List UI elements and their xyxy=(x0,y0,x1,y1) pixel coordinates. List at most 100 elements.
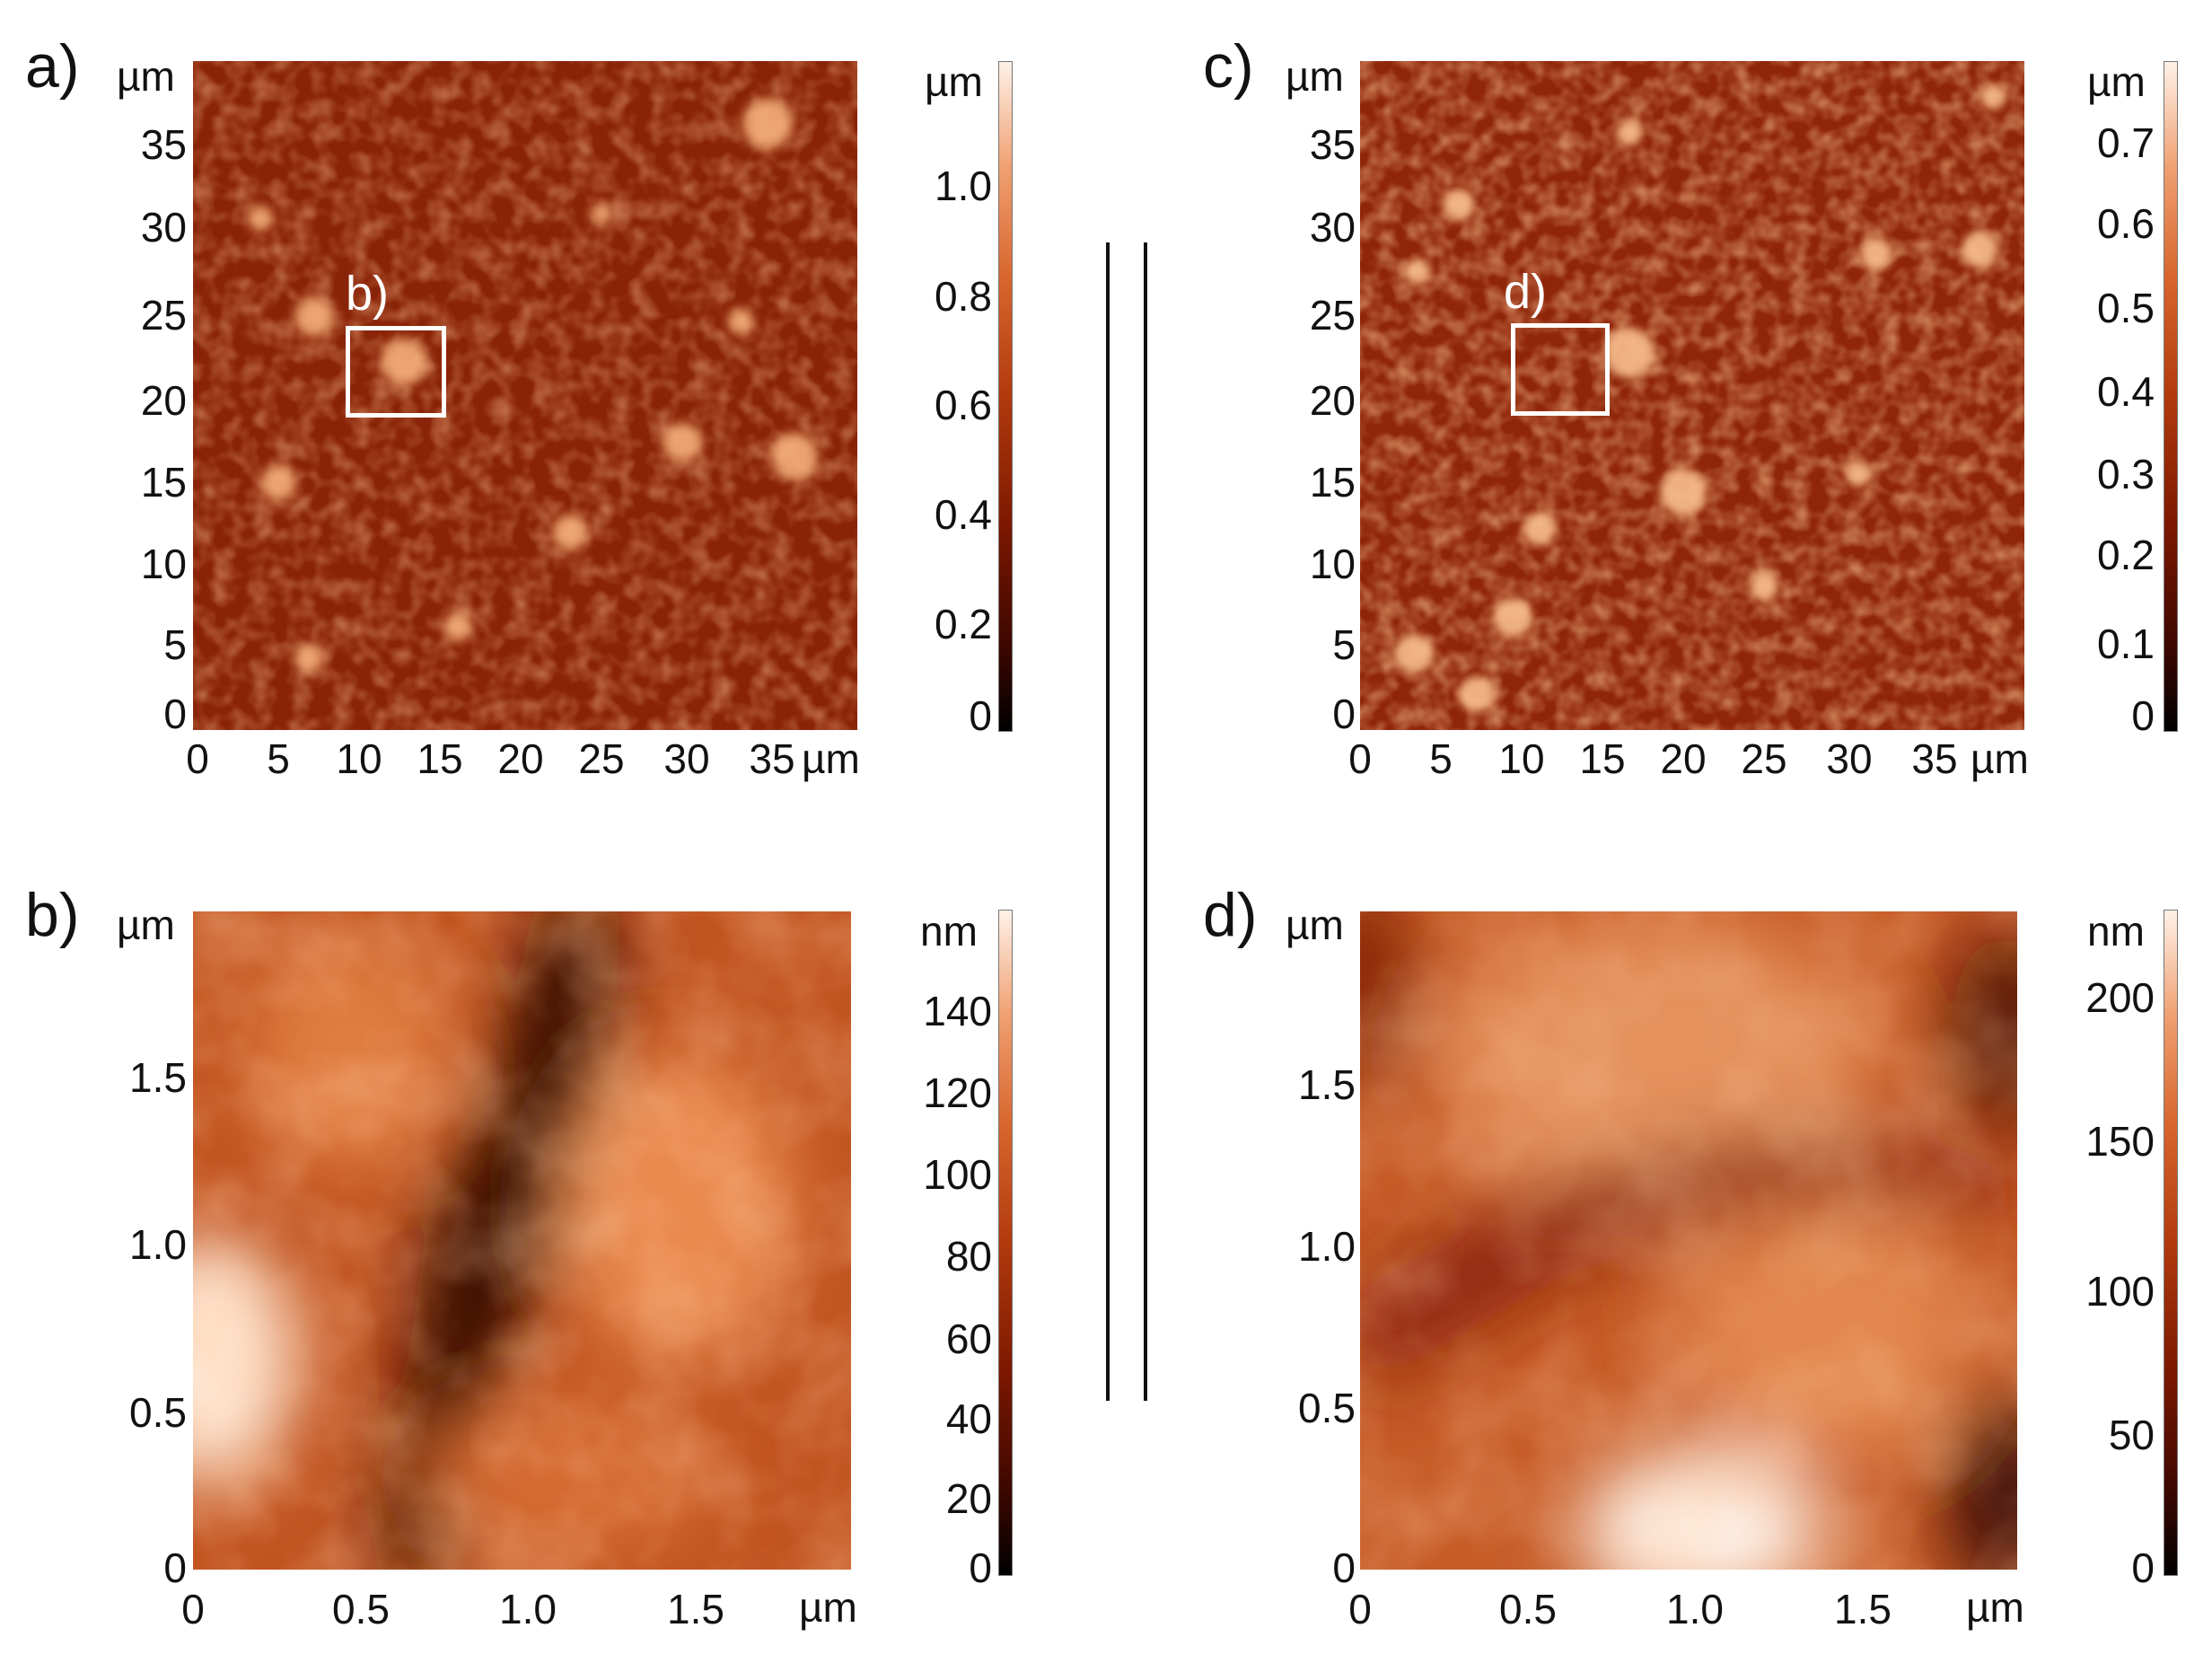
panel-c-x-unit: µm xyxy=(1971,735,2029,782)
colorbar-tick-label: 0 xyxy=(969,1544,992,1591)
colorbar-tick-label: 0.6 xyxy=(2097,200,2155,247)
afm-image-b xyxy=(193,911,851,1570)
y-tick-label: 30 xyxy=(1309,204,1356,251)
colorbar-c xyxy=(2164,61,2178,732)
colorbar-b xyxy=(998,910,1013,1576)
colorbar-tick-label: 0.6 xyxy=(935,382,992,428)
x-tick-label: 30 xyxy=(663,735,710,782)
colorbar-tick-label: 0.8 xyxy=(935,273,992,320)
x-tick-label: 1.5 xyxy=(1834,1586,1892,1632)
y-tick-label: 1.5 xyxy=(129,1054,187,1101)
panel-b-x-unit: µm xyxy=(799,1584,857,1631)
colorbar-tick-label: 0.2 xyxy=(2097,532,2155,578)
roi-label-d: d) xyxy=(1504,265,1548,319)
x-tick-label: 30 xyxy=(1826,735,1873,782)
x-tick-label: 5 xyxy=(267,735,290,782)
colorbar-tick-label: 20 xyxy=(945,1475,992,1522)
colorbar-tick-label: 0.1 xyxy=(2097,620,2155,667)
panel-b-y-unit: µm xyxy=(117,902,175,948)
y-tick-label: 1.0 xyxy=(1298,1223,1356,1270)
colorbar-tick-label: 120 xyxy=(923,1069,992,1116)
y-tick-label: 20 xyxy=(140,377,187,424)
x-tick-label: 0 xyxy=(1348,735,1372,782)
afm-image-c xyxy=(1360,61,2024,730)
y-tick-label: 35 xyxy=(1309,121,1356,168)
colorbar-tick-label: 60 xyxy=(945,1315,992,1362)
y-tick-label: 20 xyxy=(1309,377,1356,424)
x-tick-label: 0 xyxy=(1348,1586,1372,1632)
colorbar-tick-label: 0.4 xyxy=(935,491,992,538)
y-tick-label: 10 xyxy=(140,541,187,587)
panel-a-x-unit: µm xyxy=(802,735,860,782)
colorbar-d xyxy=(2164,910,2178,1576)
y-tick-label: 15 xyxy=(1309,459,1356,506)
colorbar-a-unit: µm xyxy=(925,58,983,105)
x-tick-label: 20 xyxy=(497,735,544,782)
y-tick-label: 15 xyxy=(140,459,187,506)
y-tick-label: 0 xyxy=(1332,691,1356,737)
panel-a-y-unit: µm xyxy=(117,53,175,100)
colorbar-tick-label: 0.2 xyxy=(935,601,992,647)
x-tick-label: 1.0 xyxy=(1666,1586,1724,1632)
y-tick-label: 30 xyxy=(140,204,187,251)
y-tick-label: 35 xyxy=(140,121,187,168)
panel-b-letter: b) xyxy=(25,881,80,949)
y-tick-label: 1.5 xyxy=(1298,1061,1356,1108)
y-tick-label: 25 xyxy=(1309,292,1356,339)
y-tick-label: 0 xyxy=(1332,1544,1356,1591)
x-tick-label: 10 xyxy=(1498,735,1545,782)
panel-d-letter: d) xyxy=(1203,881,1258,949)
roi-label-b: b) xyxy=(346,267,390,321)
colorbar-tick-label: 100 xyxy=(923,1151,992,1198)
colorbar-tick-label: 0 xyxy=(2131,1544,2155,1591)
colorbar-b-unit: nm xyxy=(920,908,978,955)
y-tick-label: 1.0 xyxy=(129,1221,187,1268)
x-tick-label: 0.5 xyxy=(1499,1586,1557,1632)
colorbar-tick-label: 0.3 xyxy=(2097,451,2155,497)
colorbar-a xyxy=(998,61,1013,732)
x-tick-label: 1.0 xyxy=(499,1586,557,1632)
y-tick-label: 0.5 xyxy=(129,1389,187,1436)
colorbar-tick-label: 80 xyxy=(945,1233,992,1280)
colorbar-tick-label: 100 xyxy=(2085,1268,2155,1315)
panel-c-letter: c) xyxy=(1203,32,1254,101)
afm-image-d xyxy=(1360,911,2017,1570)
colorbar-tick-label: 40 xyxy=(945,1395,992,1442)
x-tick-label: 35 xyxy=(749,735,795,782)
colorbar-tick-label: 0.5 xyxy=(2097,285,2155,331)
x-tick-label: 15 xyxy=(417,735,463,782)
panel-d-x-unit: µm xyxy=(1966,1584,2024,1631)
x-tick-label: 0 xyxy=(186,735,209,782)
colorbar-tick-label: 200 xyxy=(2085,974,2155,1021)
colorbar-tick-label: 0.4 xyxy=(2097,368,2155,415)
roi-box-d xyxy=(1511,323,1610,416)
x-tick-label: 35 xyxy=(1911,735,1958,782)
colorbar-tick-label: 0 xyxy=(969,692,992,739)
colorbar-tick-label: 1.0 xyxy=(935,163,992,209)
colorbar-tick-label: 0.7 xyxy=(2097,119,2155,166)
panel-a-letter: a) xyxy=(25,32,80,101)
panel-c-y-unit: µm xyxy=(1286,53,1344,100)
y-tick-label: 10 xyxy=(1309,541,1356,587)
y-tick-label: 5 xyxy=(1332,621,1356,668)
afm-image-a xyxy=(193,61,857,730)
y-tick-label: 5 xyxy=(163,621,187,668)
colorbar-d-unit: nm xyxy=(2087,908,2145,955)
x-tick-label: 1.5 xyxy=(667,1586,724,1632)
x-tick-label: 5 xyxy=(1429,735,1453,782)
x-tick-label: 25 xyxy=(1741,735,1787,782)
panel-d-y-unit: µm xyxy=(1286,902,1344,948)
colorbar-tick-label: 50 xyxy=(2108,1412,2155,1458)
x-tick-label: 0 xyxy=(181,1586,205,1632)
divider-line-left xyxy=(1106,242,1110,1401)
divider-line-right xyxy=(1144,242,1147,1401)
colorbar-tick-label: 140 xyxy=(923,988,992,1034)
x-tick-label: 10 xyxy=(336,735,382,782)
colorbar-c-unit: µm xyxy=(2087,58,2146,105)
roi-box-b xyxy=(346,326,446,418)
x-tick-label: 0.5 xyxy=(332,1586,390,1632)
y-tick-label: 0 xyxy=(163,691,187,737)
y-tick-label: 25 xyxy=(140,292,187,339)
y-tick-label: 0.5 xyxy=(1298,1385,1356,1431)
x-tick-label: 25 xyxy=(578,735,625,782)
